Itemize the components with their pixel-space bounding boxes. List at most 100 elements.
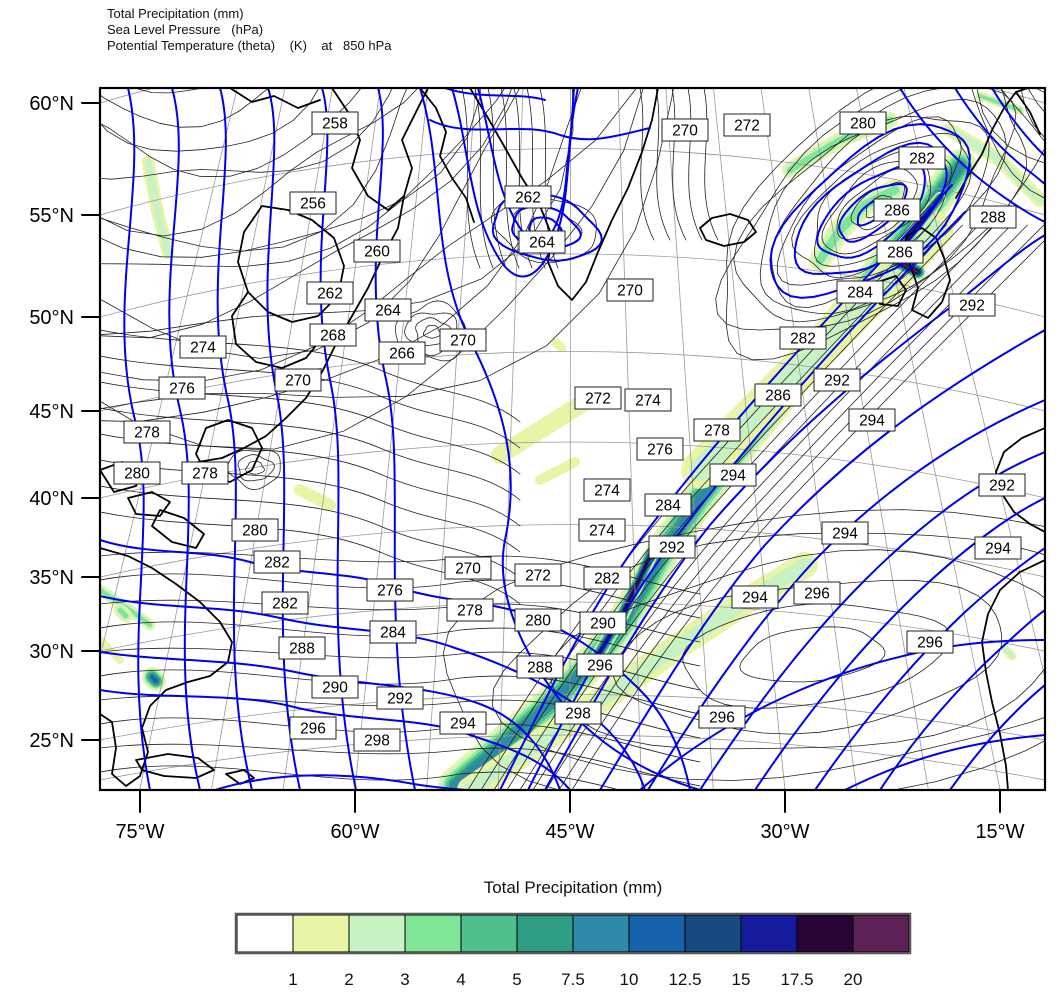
contour-label: 286 [887,245,913,262]
contour-label: 256 [300,196,326,213]
colorbar-cell [572,914,630,953]
contour-label-box [518,230,566,254]
contour-label: 260 [364,244,390,261]
contour-label-box [366,578,414,602]
map-frame [98,86,1047,792]
contour-label-box [693,418,741,442]
contour-label: 274 [594,483,620,500]
contour-label: 270 [672,123,698,140]
contour-label: 288 [289,641,315,658]
contour-label: 276 [377,583,403,600]
contour-label-box [606,278,654,302]
contour-label-box [261,591,309,615]
y-tick-label: 40°N [29,488,74,510]
contour-label-box [709,463,757,487]
contour-label-box [836,280,884,304]
axes: 60°N 55°N 50°N 45°N 40°N 35°N 30°N 25°N 75°W 60°W… [29,93,1024,843]
colorbar-title: Total Precipitation (mm) [483,878,663,897]
colorbar-tick-label: 20 [844,970,863,989]
contour-label: 292 [387,691,413,708]
colorbar-tick-label: 1 [288,970,297,989]
contour-label: 280 [124,466,150,483]
contour-label-box [731,585,779,609]
contour-label-box [253,550,301,574]
contour-label-box [583,566,631,590]
contour-label-box [969,205,1017,229]
contour-label: 262 [515,190,541,207]
contour-label: 294 [720,468,746,485]
contour-label-box [504,185,552,209]
contour-label: 270 [455,561,481,578]
contour-label: 296 [300,721,326,738]
contour-label: 278 [704,423,730,440]
contour-label-box [576,653,624,677]
colorbar-tick-label: 2 [344,970,353,989]
colorbar-tick-label: 17.5 [780,970,813,989]
contour-label: 292 [659,540,685,557]
contour-label-box [839,111,887,135]
y-tick-label: 25°N [29,730,74,752]
contour-label: 294 [859,413,885,430]
contour-label-box [289,716,337,740]
contour-label: 278 [134,425,160,442]
contour-label-box [113,461,161,485]
colorbar: 1 2 3 4 5 7.5 10 12.5 15 17.5 20 [234,912,912,989]
contour-label-box [309,323,357,347]
contour-label-box [723,113,771,137]
contour-label: 294 [832,526,858,543]
contour-label: 298 [565,706,591,723]
contour-label: 272 [585,391,611,408]
x-tick-label: 60°W [330,821,379,843]
contour-label-box [289,191,337,215]
contour-label-box [644,493,692,517]
contour-label: 274 [635,393,661,410]
contour-label: 272 [525,568,551,585]
colorbar-tick-label: 10 [620,970,639,989]
contour-label-box [123,420,171,444]
contour-label: 296 [587,658,613,675]
colorbar-tick-label: 15 [732,970,751,989]
contour-label: 290 [590,616,616,633]
colorbar-tick-label: 4 [456,970,465,989]
contour-label: 296 [804,586,830,603]
colorbar-cell [236,914,294,953]
contour-label: 296 [917,635,943,652]
contour-label: 270 [617,283,643,300]
contour-label: 280 [525,613,551,630]
contour-label: 264 [529,235,555,252]
contour-label-box [231,518,279,542]
contour-label: 282 [909,151,935,168]
contour-label-box [624,388,672,412]
contour-label: 266 [389,346,415,363]
contour-label-box [514,563,562,587]
contour-label-box [906,630,954,654]
contour-label-box [274,368,322,392]
contour-label: 262 [317,286,343,303]
contour-label-box [848,408,896,432]
contour-label-box [376,686,424,710]
colorbar-cell [852,914,910,953]
contour-label: 286 [765,388,791,405]
contour-label-box [821,521,869,545]
contour-label: 288 [527,660,553,677]
contour-label-box [579,611,627,635]
contour-label: 284 [380,625,406,642]
contour-label-box [378,341,426,365]
plot-title-line-1: Total Precipitation (mm) [107,6,244,21]
contour-label: 294 [985,541,1011,558]
contour-label-box [353,728,401,752]
y-tick-label: 60°N [29,93,74,115]
colorbar-cell [628,914,686,953]
colorbar-cell [740,914,798,953]
contour-label-box [179,335,227,359]
contour-label: 278 [457,603,483,620]
y-tick-label: 45°N [29,401,74,423]
plot-title-line-2: Sea Level Pressure (hPa) [107,22,264,37]
contour-label-box [578,518,626,542]
contour-label: 278 [192,466,218,483]
contour-label-box [978,473,1026,497]
contour-label-box [516,655,564,679]
x-tick-label: 30°W [760,821,809,843]
contour-label-box [439,328,487,352]
